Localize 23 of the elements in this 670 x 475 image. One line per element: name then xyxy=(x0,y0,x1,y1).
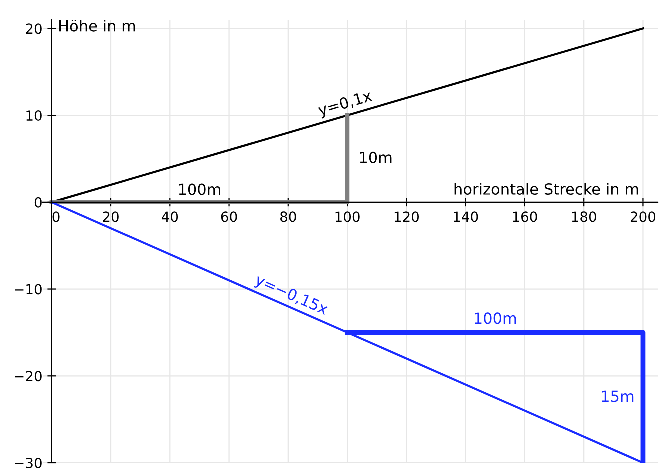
y-tick-label: 10 xyxy=(26,110,42,122)
x-tick-label: 0 xyxy=(52,212,60,222)
x-tick-label: 160 xyxy=(513,212,538,222)
y-tick-label: −10 xyxy=(15,284,42,295)
y-tick-label: −20 xyxy=(15,371,42,382)
annotation: 15m xyxy=(602,390,634,402)
annotation: 100m xyxy=(475,312,516,324)
x-tick-label: 40 xyxy=(162,212,178,222)
x-axis-title: horizontale Strecke in m xyxy=(454,183,638,196)
y-tick-label: −30 xyxy=(15,458,42,468)
x-tick-label: 140 xyxy=(454,212,478,222)
annotation: 100m xyxy=(179,184,220,196)
x-tick-label: 120 xyxy=(394,212,420,222)
x-tick-label: 80 xyxy=(280,212,296,222)
x-tick-label: 200 xyxy=(630,212,656,222)
y-tick-label: 0 xyxy=(34,197,42,208)
x-tick-label: 60 xyxy=(221,212,238,222)
x-tick-label: 180 xyxy=(572,212,596,222)
y-axis-title: Höhe in m xyxy=(60,20,136,32)
y-tick-label: 20 xyxy=(26,24,42,34)
annotation: 10m xyxy=(360,152,392,164)
x-tick-label: 20 xyxy=(103,212,119,222)
x-tick-label: 100 xyxy=(336,212,360,222)
